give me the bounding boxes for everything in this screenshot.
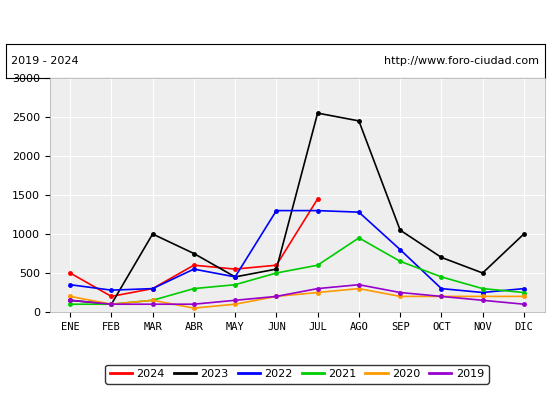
Text: http://www.foro-ciudad.com: http://www.foro-ciudad.com — [384, 56, 539, 66]
Legend: 2024, 2023, 2022, 2021, 2020, 2019: 2024, 2023, 2022, 2021, 2020, 2019 — [106, 365, 488, 384]
Text: 2019 - 2024: 2019 - 2024 — [11, 56, 79, 66]
Text: Evolucion Nº Turistas Extranjeros en el municipio de Alconchel: Evolucion Nº Turistas Extranjeros en el … — [16, 14, 534, 28]
